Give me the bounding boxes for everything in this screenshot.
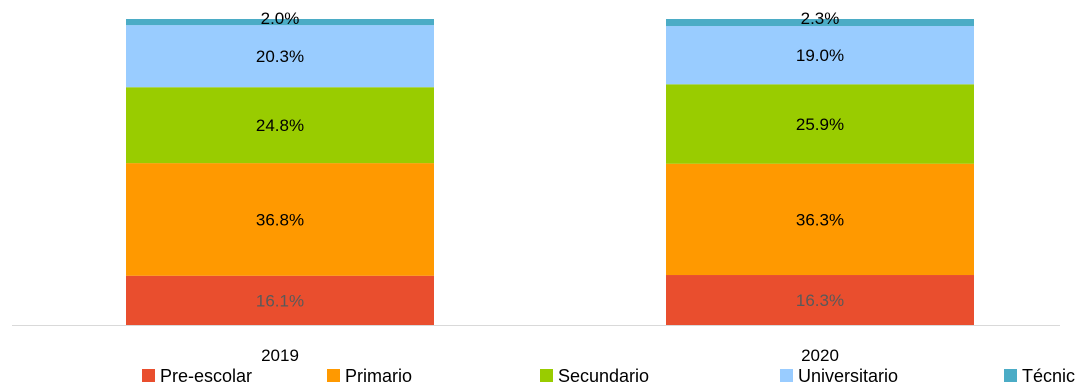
data-label-2019-1: 36.8%: [256, 210, 304, 229]
legend-label-0: Pre-escolar: [160, 366, 252, 386]
legend-label-4: Técnico: [1022, 366, 1075, 386]
data-label-2020-2: 25.9%: [796, 115, 844, 134]
legend-label-3: Universitario: [798, 366, 898, 386]
data-label-2019-4: 2.0%: [261, 9, 300, 28]
bar-segment-2020-1: [666, 163, 974, 276]
bar-segment-2019-0: [126, 275, 434, 325]
data-label-2020-4: 2.3%: [801, 9, 840, 28]
data-label-2019-2: 24.8%: [256, 116, 304, 135]
bar-segment-2020-2: [666, 84, 974, 164]
data-label-2020-3: 19.0%: [796, 46, 844, 65]
bar-segment-2020-3: [666, 26, 974, 85]
category-labels-layer: 2019 2020: [261, 346, 839, 365]
bar-segment-2019-2: [126, 87, 434, 164]
legend-label-1: Primario: [345, 366, 412, 386]
category-label-2020: 2020: [801, 346, 839, 365]
legend-swatch-1: [327, 369, 340, 382]
data-labels-layer: 16.1% 36.8% 24.8% 20.3% 2.0% 16.3% 36.3% 25.9% 1…: [256, 9, 844, 310]
legend-swatch-0: [142, 369, 155, 382]
bar-segment-2019-1: [126, 163, 434, 276]
data-label-2019-0: 16.1%: [256, 291, 304, 310]
legend-swatch-4: [1004, 369, 1017, 382]
bar-segment-2020-0: [666, 275, 974, 325]
legend-swatch-2: [540, 369, 553, 382]
data-label-2020-0: 16.3%: [796, 291, 844, 310]
legend-label-2: Secundario: [558, 366, 649, 386]
legend: Pre-escolar Primario Secundario Universitar…: [142, 366, 1075, 386]
bar-segment-2020-4: [666, 19, 974, 27]
data-label-2020-1: 36.3%: [796, 210, 844, 229]
bar-segment-2019-4: [126, 19, 434, 26]
bar-segment-2019-3: [126, 25, 434, 88]
bars-layer: [126, 19, 974, 325]
legend-swatch-3: [780, 369, 793, 382]
category-label-2019: 2019: [261, 346, 299, 365]
data-label-2019-3: 20.3%: [256, 47, 304, 66]
